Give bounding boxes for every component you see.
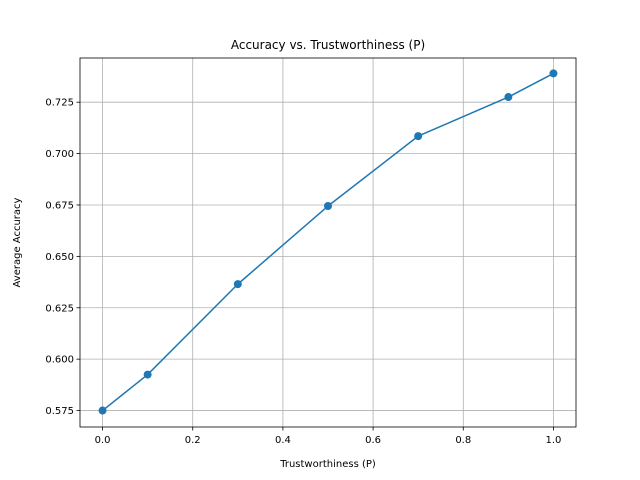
y-tick-label: 0.700 [45, 149, 74, 160]
x-tick-label: 1.0 [546, 435, 562, 446]
y-axis-label: Average Accuracy [12, 197, 23, 287]
x-tick-label: 0.8 [455, 435, 471, 446]
y-tick-label: 0.675 [45, 200, 74, 211]
chart-title: Accuracy vs. Trustworthiness (P) [231, 38, 425, 52]
x-tick-label: 0.0 [95, 435, 111, 446]
x-tick-label: 0.4 [275, 435, 291, 446]
plot-frame [79, 57, 577, 428]
x-axis-ticks: 0.0 0.2 0.4 0.6 0.8 1.0 [95, 427, 562, 446]
data-point [98, 406, 107, 415]
y-tick-label: 0.575 [45, 406, 74, 417]
x-tick-label: 0.2 [185, 435, 201, 446]
data-point [233, 280, 242, 289]
x-axis-label: Trustworthiness (P) [279, 459, 376, 470]
y-tick-label: 0.600 [45, 355, 74, 366]
grid [80, 58, 576, 427]
x-tick-label: 0.6 [365, 435, 381, 446]
data-point [324, 202, 332, 211]
data-point [414, 132, 423, 141]
y-tick-label: 0.725 [45, 98, 74, 109]
y-tick-label: 0.650 [45, 252, 74, 263]
data-point [549, 69, 558, 78]
y-tick-label: 0.625 [45, 303, 74, 314]
data-point [143, 370, 152, 379]
series-layer [98, 69, 558, 415]
y-axis-ticks: 0.575 0.600 0.625 0.650 0.675 0.700 0.725 [45, 98, 80, 417]
data-point [504, 93, 513, 102]
